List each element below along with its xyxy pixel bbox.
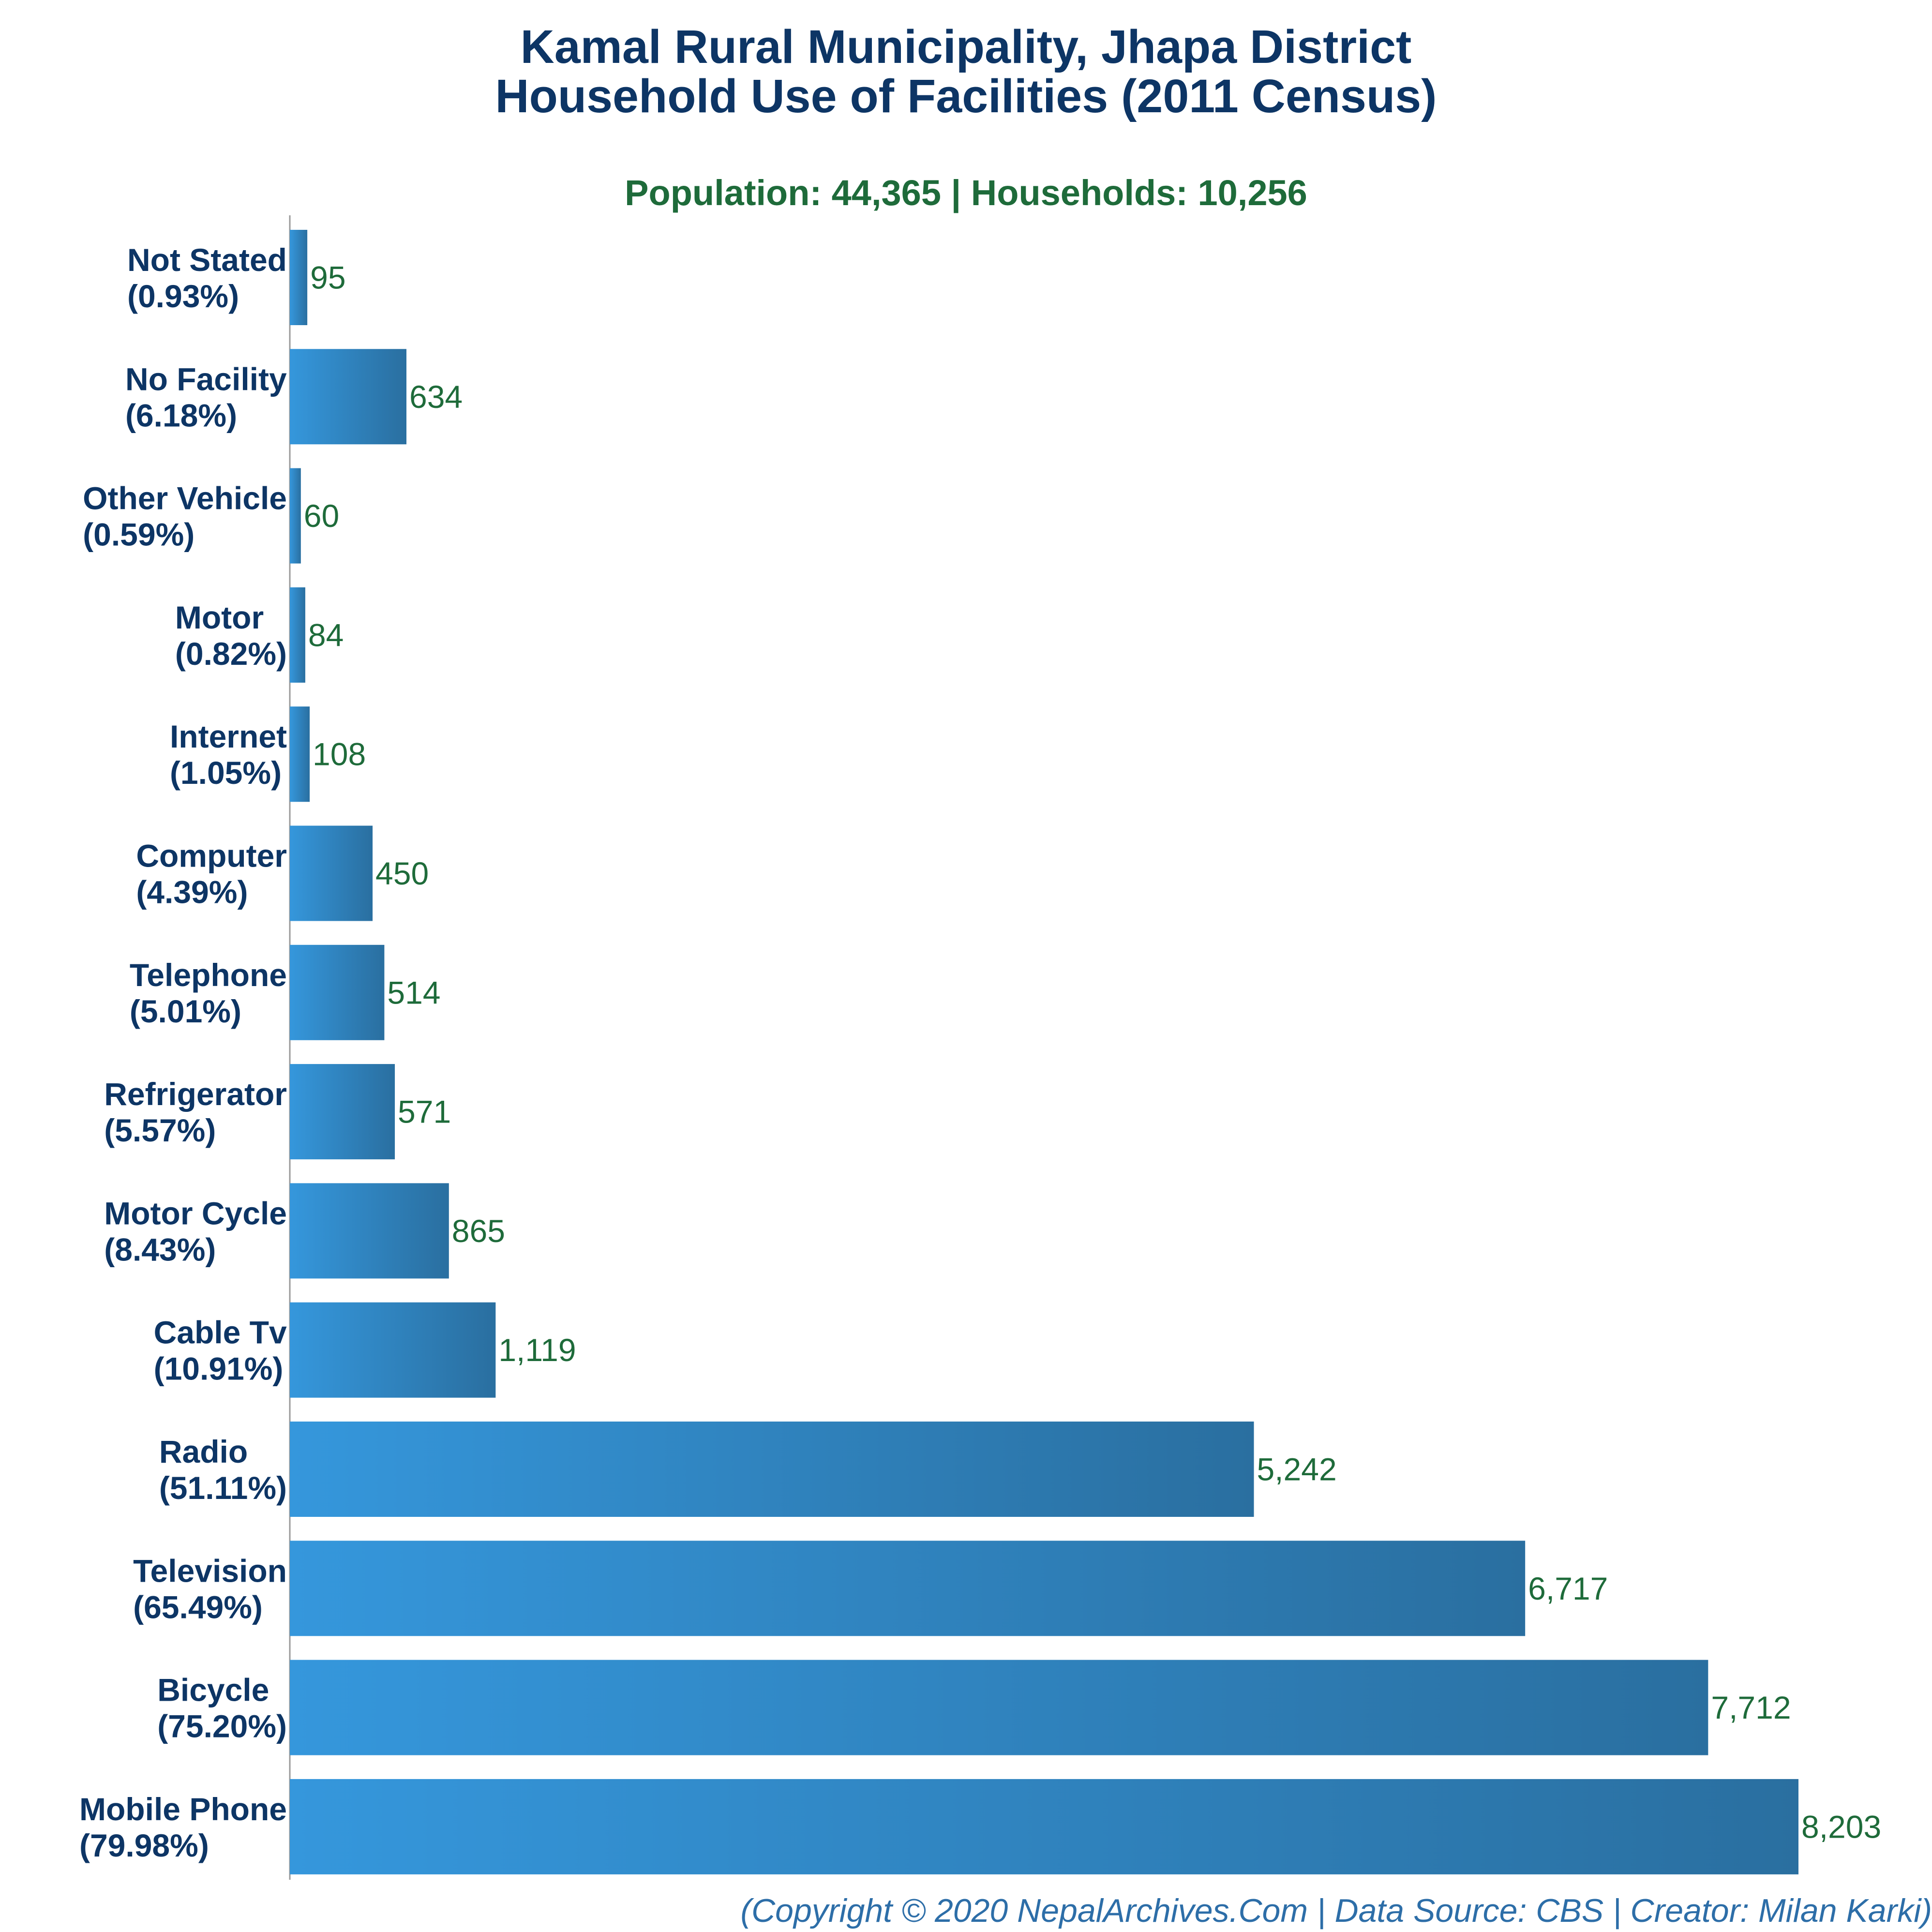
category-label-motor: Motor (0.82%): [175, 599, 287, 672]
value-label-computer: 450: [375, 855, 429, 891]
bar-no-facility: [290, 349, 406, 445]
bar-not-stated: [290, 230, 308, 325]
bar-other-vehicle: [290, 468, 301, 564]
value-label-refrigerator: 571: [398, 1094, 451, 1130]
chart-subtitle: Population: 44,365 | Households: 10,256: [625, 173, 1307, 213]
category-label-internet: Internet (1.05%): [170, 719, 287, 791]
bar-television: [290, 1541, 1526, 1636]
category-label-other-vehicle: Other Vehicle (0.59%): [83, 480, 287, 553]
bar-internet: [290, 706, 310, 802]
category-label-mobile-phone: Mobile Phone (79.98%): [79, 1791, 287, 1863]
value-label-radio: 5,242: [1257, 1452, 1337, 1487]
category-label-television: Television (65.49%): [133, 1553, 287, 1625]
value-label-cable-tv: 1,119: [498, 1332, 576, 1368]
chart-title-line-2: Household Use of Facilities (2011 Census…: [495, 70, 1437, 122]
bar-radio: [290, 1422, 1254, 1517]
value-label-not-stated: 95: [310, 260, 345, 296]
bar-mobile-phone: [290, 1779, 1798, 1874]
bar-motor: [290, 587, 305, 683]
bar-motor-cycle: [290, 1183, 449, 1279]
category-label-bicycle: Bicycle (75.20%): [157, 1672, 287, 1744]
category-label-telephone: Telephone (5.01%): [130, 957, 287, 1029]
copyright-footer: (Copyright © 2020 NepalArchives.Com | Da…: [740, 1892, 1932, 1929]
category-label-no-facility: No Facility (6.18%): [125, 361, 287, 433]
value-label-no-facility: 634: [409, 379, 463, 415]
value-label-mobile-phone: 8,203: [1801, 1809, 1881, 1844]
bar-computer: [290, 825, 373, 921]
bar-refrigerator: [290, 1064, 395, 1160]
chart-title-line-1: Kamal Rural Municipality, Jhapa District: [520, 20, 1412, 73]
value-label-motor-cycle: 865: [452, 1213, 505, 1249]
value-label-internet: 108: [313, 736, 366, 772]
category-label-motor-cycle: Motor Cycle (8.43%): [104, 1195, 287, 1267]
value-label-bicycle: 7,712: [1711, 1690, 1791, 1725]
bar-cable-tv: [290, 1302, 496, 1398]
category-label-refrigerator: Refrigerator (5.57%): [104, 1076, 287, 1148]
category-label-cable-tv: Cable Tv (10.91%): [154, 1315, 287, 1387]
category-label-computer: Computer (4.39%): [136, 838, 287, 910]
category-label-not-stated: Not Stated (0.93%): [127, 242, 287, 314]
bar-bicycle: [290, 1660, 1708, 1755]
value-label-other-vehicle: 60: [304, 498, 339, 534]
category-label-radio: Radio (51.11%): [159, 1434, 287, 1506]
value-label-television: 6,717: [1528, 1571, 1608, 1606]
bar-telephone: [290, 944, 385, 1040]
value-label-motor: 84: [308, 617, 344, 653]
value-label-telephone: 514: [387, 974, 440, 1010]
